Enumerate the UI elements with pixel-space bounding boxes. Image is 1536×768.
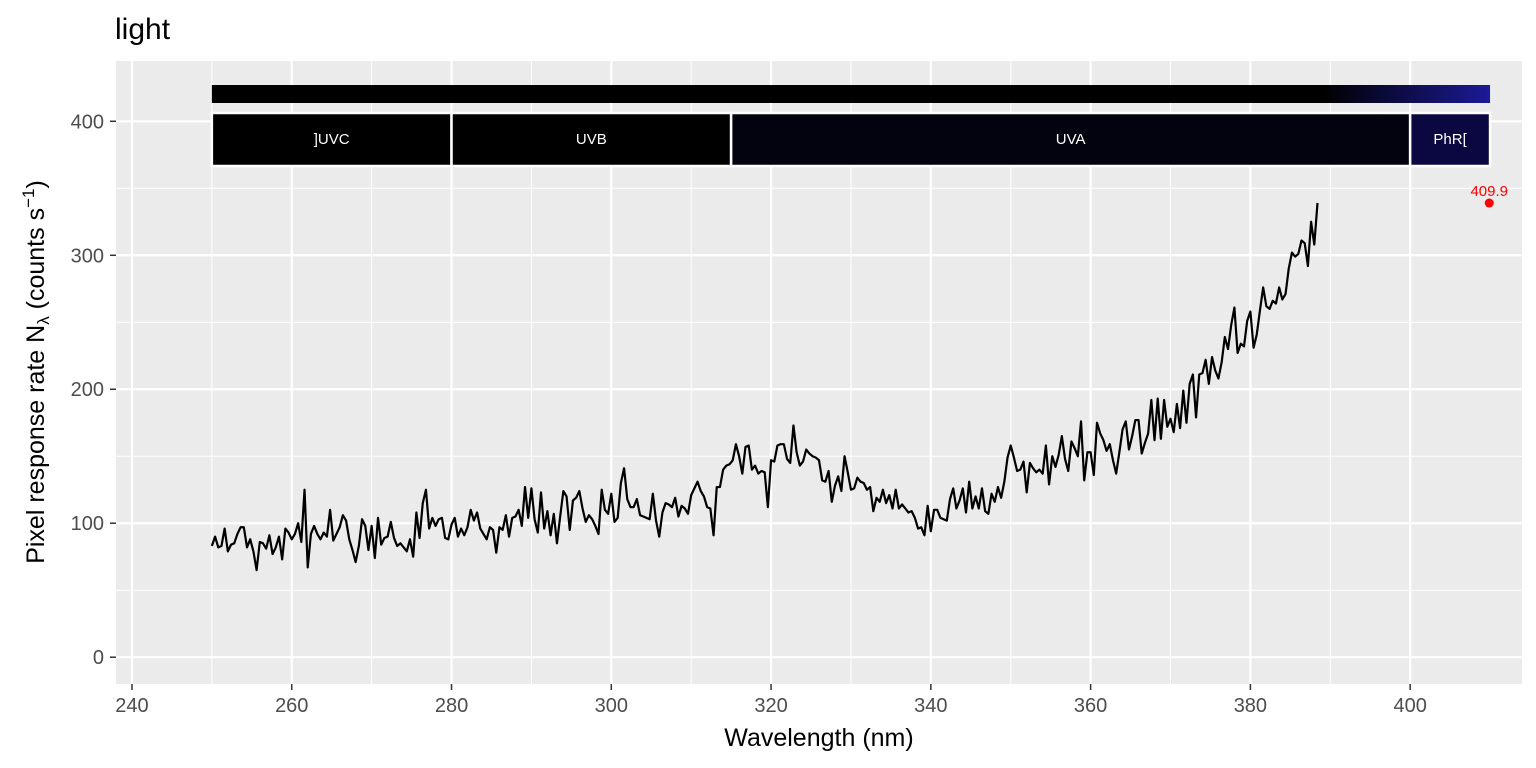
peak-point	[1484, 198, 1494, 208]
y-tick-label: 200	[71, 379, 104, 401]
y-tick-label: 100	[71, 513, 104, 535]
x-tick-label: 380	[1234, 695, 1267, 717]
waveband-box	[1408, 111, 1492, 168]
x-axis-title: Wavelength (nm)	[724, 724, 913, 752]
waveband-label: ]UVC	[314, 131, 350, 148]
waveband-label: UVA	[1056, 131, 1086, 148]
y-axis-title: Pixel response rate Nλ (counts s−1)	[19, 180, 53, 564]
waveband-box	[729, 111, 1412, 168]
x-tick-label: 360	[1074, 695, 1107, 717]
x-axis: 240 260 280 300 320 340 360 380 400	[115, 684, 1427, 717]
waveband-annotations: ]UVC UVB UVA PhR[	[210, 111, 1492, 168]
y-axis-title-suffix: )	[22, 180, 50, 188]
y-axis-title-superscript: −1	[19, 189, 38, 208]
wavelength-color-strip	[211, 85, 1491, 103]
y-axis-title-prefix: Pixel response rate N	[22, 325, 50, 564]
waveband-label: UVB	[576, 131, 607, 148]
waveband-label: PhR[	[1433, 131, 1467, 148]
x-tick-label: 260	[275, 695, 308, 717]
y-axis: 0 100 200 300 400	[71, 111, 116, 669]
x-tick-label: 280	[435, 695, 468, 717]
y-tick-label: 0	[93, 647, 104, 669]
y-tick-label: 300	[71, 245, 104, 267]
x-tick-label: 400	[1393, 695, 1426, 717]
series-line	[210, 202, 1319, 572]
y-tick-label: 400	[71, 111, 104, 133]
y-axis-title-subscript: λ	[34, 316, 53, 325]
x-tick-label: 320	[754, 695, 787, 717]
x-tick-label: 240	[115, 695, 148, 717]
x-tick-label: 340	[914, 695, 947, 717]
x-tick-label: 300	[595, 695, 628, 717]
chart-title: light	[115, 13, 171, 46]
y-axis-title-middle: (counts s	[22, 208, 50, 316]
peak-label: 409.9	[1470, 183, 1508, 200]
waveband-box	[450, 111, 733, 168]
